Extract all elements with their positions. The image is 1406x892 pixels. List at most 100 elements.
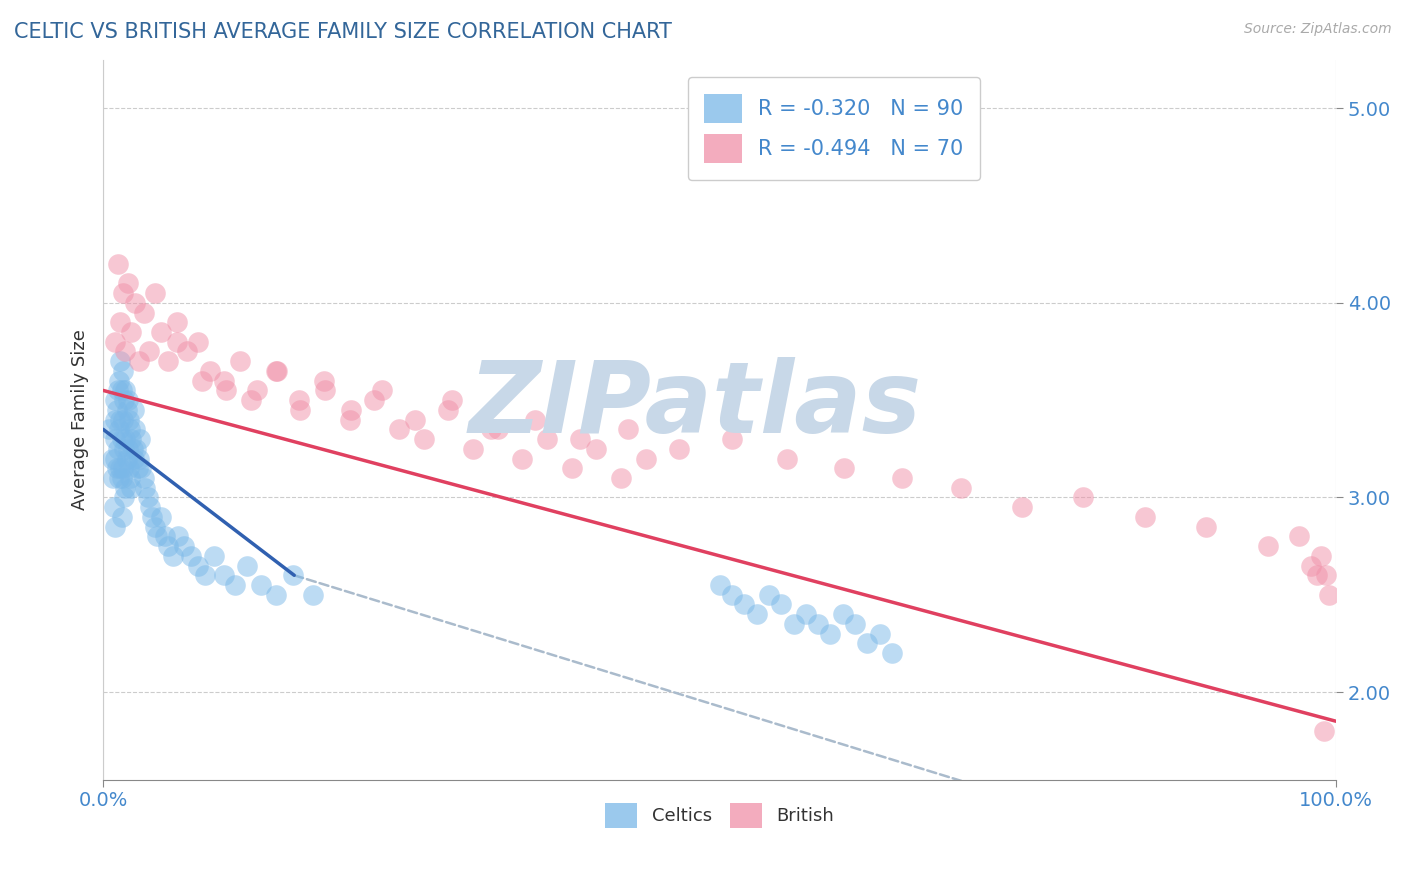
Point	[831, 607, 853, 622]
Point	[240, 393, 263, 408]
Point	[107, 257, 129, 271]
Point	[110, 315, 132, 329]
Point	[437, 403, 460, 417]
Point	[118, 412, 141, 426]
Point	[105, 403, 128, 417]
Point	[363, 393, 385, 408]
Point	[1306, 568, 1329, 582]
Point	[111, 286, 134, 301]
Point	[1195, 519, 1218, 533]
Point	[194, 568, 217, 582]
Point	[107, 384, 129, 398]
Point	[166, 315, 188, 329]
Point	[118, 461, 141, 475]
Point	[115, 403, 138, 417]
Point	[224, 578, 246, 592]
Point	[138, 344, 160, 359]
Point	[832, 461, 855, 475]
Point	[104, 519, 127, 533]
Point	[111, 364, 134, 378]
Point	[114, 384, 136, 398]
Point	[1310, 549, 1333, 563]
Point	[153, 529, 176, 543]
Point	[129, 432, 152, 446]
Point	[111, 384, 134, 398]
Point	[124, 422, 146, 436]
Point	[461, 442, 484, 456]
Point	[127, 461, 149, 475]
Point	[117, 442, 139, 456]
Point	[112, 491, 135, 505]
Point	[200, 364, 222, 378]
Point	[108, 422, 131, 436]
Point	[104, 432, 127, 446]
Point	[162, 549, 184, 563]
Point	[110, 354, 132, 368]
Point	[1133, 509, 1156, 524]
Point	[412, 432, 434, 446]
Point	[101, 471, 124, 485]
Point	[104, 334, 127, 349]
Point	[212, 374, 235, 388]
Point	[111, 509, 134, 524]
Point	[150, 509, 173, 524]
Point	[128, 451, 150, 466]
Text: ZIPatlas: ZIPatlas	[468, 357, 921, 454]
Point	[820, 626, 842, 640]
Point	[176, 344, 198, 359]
Point	[510, 451, 533, 466]
Point	[290, 403, 312, 417]
Point	[869, 626, 891, 640]
Point	[1071, 491, 1094, 505]
Point	[187, 558, 209, 573]
Point	[371, 384, 394, 398]
Point	[668, 442, 690, 456]
Point	[120, 422, 142, 436]
Point	[173, 539, 195, 553]
Point	[266, 364, 288, 378]
Point	[117, 393, 139, 408]
Point	[128, 354, 150, 368]
Point	[157, 539, 180, 553]
Point	[1312, 723, 1334, 738]
Point	[281, 568, 304, 582]
Point	[634, 451, 657, 466]
Point	[1011, 500, 1033, 515]
Point	[114, 344, 136, 359]
Point	[121, 442, 143, 456]
Point	[114, 481, 136, 495]
Point	[1288, 529, 1310, 543]
Point	[139, 500, 162, 515]
Point	[136, 491, 159, 505]
Point	[782, 616, 804, 631]
Point	[132, 471, 155, 485]
Point	[721, 432, 744, 446]
Point	[111, 461, 134, 475]
Point	[110, 412, 132, 426]
Point	[585, 442, 607, 456]
Point	[124, 296, 146, 310]
Point	[122, 451, 145, 466]
Text: Source: ZipAtlas.com: Source: ZipAtlas.com	[1244, 22, 1392, 37]
Point	[100, 451, 122, 466]
Point	[1317, 588, 1340, 602]
Point	[104, 393, 127, 408]
Point	[844, 616, 866, 631]
Point	[143, 286, 166, 301]
Point	[105, 461, 128, 475]
Point	[112, 393, 135, 408]
Point	[807, 616, 830, 631]
Point	[103, 500, 125, 515]
Point	[709, 578, 731, 592]
Point	[339, 412, 361, 426]
Point	[112, 442, 135, 456]
Point	[212, 568, 235, 582]
Point	[733, 598, 755, 612]
Point	[111, 432, 134, 446]
Point	[312, 374, 335, 388]
Point	[610, 471, 633, 485]
Point	[758, 588, 780, 602]
Point	[770, 598, 793, 612]
Point	[121, 432, 143, 446]
Point	[536, 432, 558, 446]
